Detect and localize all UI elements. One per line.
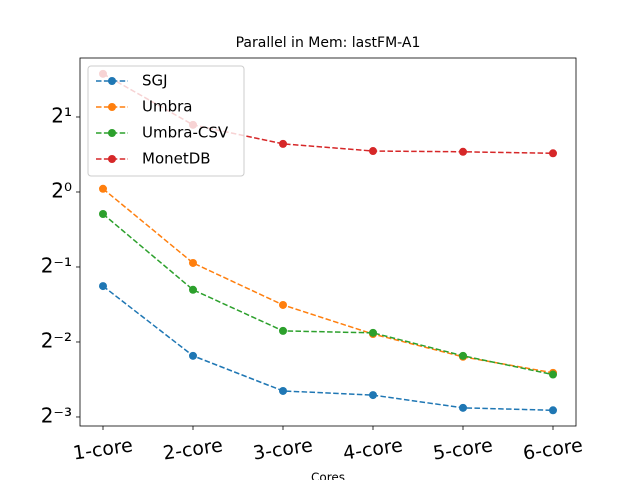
data-point xyxy=(369,147,377,156)
x-axis-label: Cores xyxy=(311,471,345,480)
data-point xyxy=(459,403,467,412)
data-point xyxy=(279,139,287,148)
data-point xyxy=(459,351,467,360)
y-tick-label: 2¹ xyxy=(51,103,72,127)
data-point xyxy=(549,370,557,379)
legend-marker xyxy=(108,129,116,137)
series-line xyxy=(102,285,554,412)
data-point xyxy=(369,391,377,400)
data-point xyxy=(189,285,197,294)
data-point xyxy=(549,406,557,415)
legend-box xyxy=(87,65,245,177)
data-point xyxy=(279,386,287,395)
legend-marker xyxy=(108,155,116,163)
y-tick-label: 2⁻¹ xyxy=(41,253,72,277)
series-line xyxy=(102,188,554,374)
series-line xyxy=(102,73,554,155)
plot-frame xyxy=(79,57,577,427)
data-point xyxy=(279,326,287,335)
data-point xyxy=(549,149,557,158)
y-tick-label: 2⁰ xyxy=(51,178,72,202)
legend-label: MonetDB xyxy=(142,150,211,168)
data-point xyxy=(459,147,467,156)
legend-marker xyxy=(108,77,116,85)
data-point xyxy=(279,300,287,309)
y-tick-label: 2⁻² xyxy=(41,328,72,352)
legend-label: Umbra-CSV xyxy=(142,124,229,142)
data-point xyxy=(99,184,107,193)
data-point xyxy=(369,328,377,337)
data-point xyxy=(189,258,197,267)
legend-marker xyxy=(108,103,116,111)
data-point xyxy=(99,282,107,291)
data-point xyxy=(99,209,107,218)
data-point xyxy=(189,351,197,360)
chart-title: Parallel in Mem: lastFM-A1 xyxy=(236,35,421,51)
y-tick-label: 2⁻³ xyxy=(41,403,72,427)
legend-label: SGJ xyxy=(142,72,168,90)
legend-label: Umbra xyxy=(142,98,192,116)
series-line xyxy=(102,213,554,376)
